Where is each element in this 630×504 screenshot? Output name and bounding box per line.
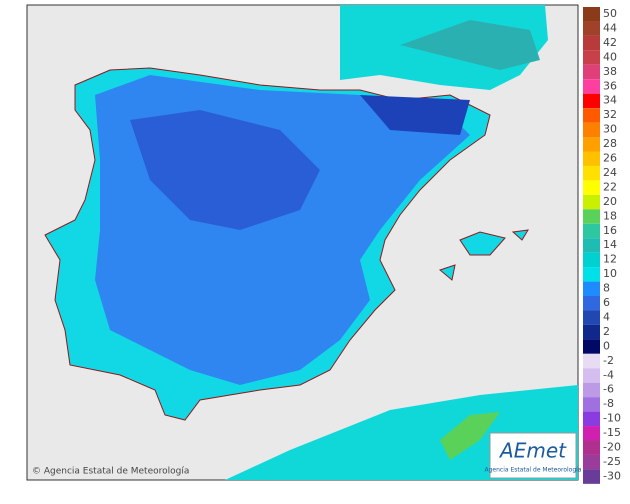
legend: 5044424038363432302826242220181614121086…: [583, 7, 621, 484]
legend-label: 4: [603, 310, 610, 323]
legend-swatch: [583, 238, 600, 253]
ibiza: [438, 264, 456, 281]
legend-label: 8: [603, 282, 610, 295]
legend-swatch: [583, 108, 600, 123]
legend-swatch: [583, 382, 600, 398]
legend-label: -15: [603, 426, 621, 439]
legend-label: 12: [603, 253, 617, 266]
legend-swatch: [583, 368, 600, 383]
pyrenees-area: [360, 95, 470, 135]
legend-swatch: [583, 194, 600, 210]
legend-swatch: [583, 426, 600, 441]
legend-label: 0: [603, 339, 610, 352]
legend-swatch: [583, 7, 600, 22]
legend-swatch: [583, 151, 600, 166]
legend-swatch: [583, 21, 600, 36]
legend-swatch: [583, 35, 600, 51]
legend-label: 30: [603, 123, 617, 136]
menorca: [511, 229, 529, 241]
legend-swatch: [583, 93, 600, 109]
legend-swatch: [583, 397, 600, 412]
legend-swatch: [583, 296, 600, 311]
legend-label: 36: [603, 79, 617, 92]
legend-swatch: [583, 324, 600, 340]
legend-label: -8: [603, 397, 614, 410]
legend-swatch: [583, 223, 600, 239]
legend-label: -6: [603, 383, 614, 396]
atlas-area: [440, 412, 500, 460]
legend-label: 14: [603, 238, 617, 251]
legend-label: -20: [603, 441, 621, 454]
legend-swatch: [583, 281, 600, 296]
legend-label: -10: [603, 412, 621, 425]
legend-label: 18: [603, 209, 617, 222]
legend-label: 2: [603, 325, 610, 338]
legend-label: 42: [603, 36, 617, 49]
legend-label: 22: [603, 180, 617, 193]
legend-label: -4: [603, 368, 614, 381]
legend-swatch: [583, 180, 600, 195]
legend-swatch: [583, 267, 600, 282]
legend-swatch: [583, 353, 600, 369]
legend-swatch: [583, 122, 600, 138]
legend-swatch: [583, 411, 600, 427]
legend-swatch: [583, 209, 600, 224]
copyright: © Agencia Estatal de Meteorología: [32, 467, 189, 477]
legend-swatch: [583, 137, 600, 152]
legend-label: 50: [603, 7, 617, 20]
legend-swatch: [583, 252, 600, 268]
legend-swatch: [583, 50, 600, 65]
legend-label: 34: [603, 94, 617, 107]
legend-label: 6: [603, 296, 610, 309]
legend-swatch: [583, 310, 600, 325]
legend-label: 28: [603, 137, 617, 150]
legend-label: 24: [603, 166, 617, 179]
legend-swatch: [583, 339, 600, 354]
logo-box: [489, 432, 577, 479]
legend-label: 10: [603, 267, 617, 280]
legend-label: -2: [603, 354, 614, 367]
alps-area: [400, 20, 540, 70]
logo-subtitle: Agencia Estatal de Meteorología: [485, 467, 582, 474]
legend-label: 44: [603, 21, 617, 34]
legend-label: 40: [603, 50, 617, 63]
mallorca: [459, 231, 506, 256]
legend-label: -25: [603, 455, 621, 468]
legend-label: 20: [603, 195, 617, 208]
legend-swatch: [583, 440, 600, 455]
legend-swatch: [583, 469, 600, 484]
legend-label: 38: [603, 65, 617, 78]
legend-label: 16: [603, 224, 617, 237]
legend-label: 26: [603, 152, 617, 165]
colder-area: [130, 110, 320, 230]
legend-label: -30: [603, 469, 621, 482]
logo: AEmet: [498, 439, 567, 463]
legend-label: 32: [603, 108, 617, 121]
legend-swatch: [583, 79, 600, 94]
legend-swatch: [583, 165, 600, 181]
legend-swatch: [583, 64, 600, 80]
legend-swatch: [583, 454, 600, 470]
